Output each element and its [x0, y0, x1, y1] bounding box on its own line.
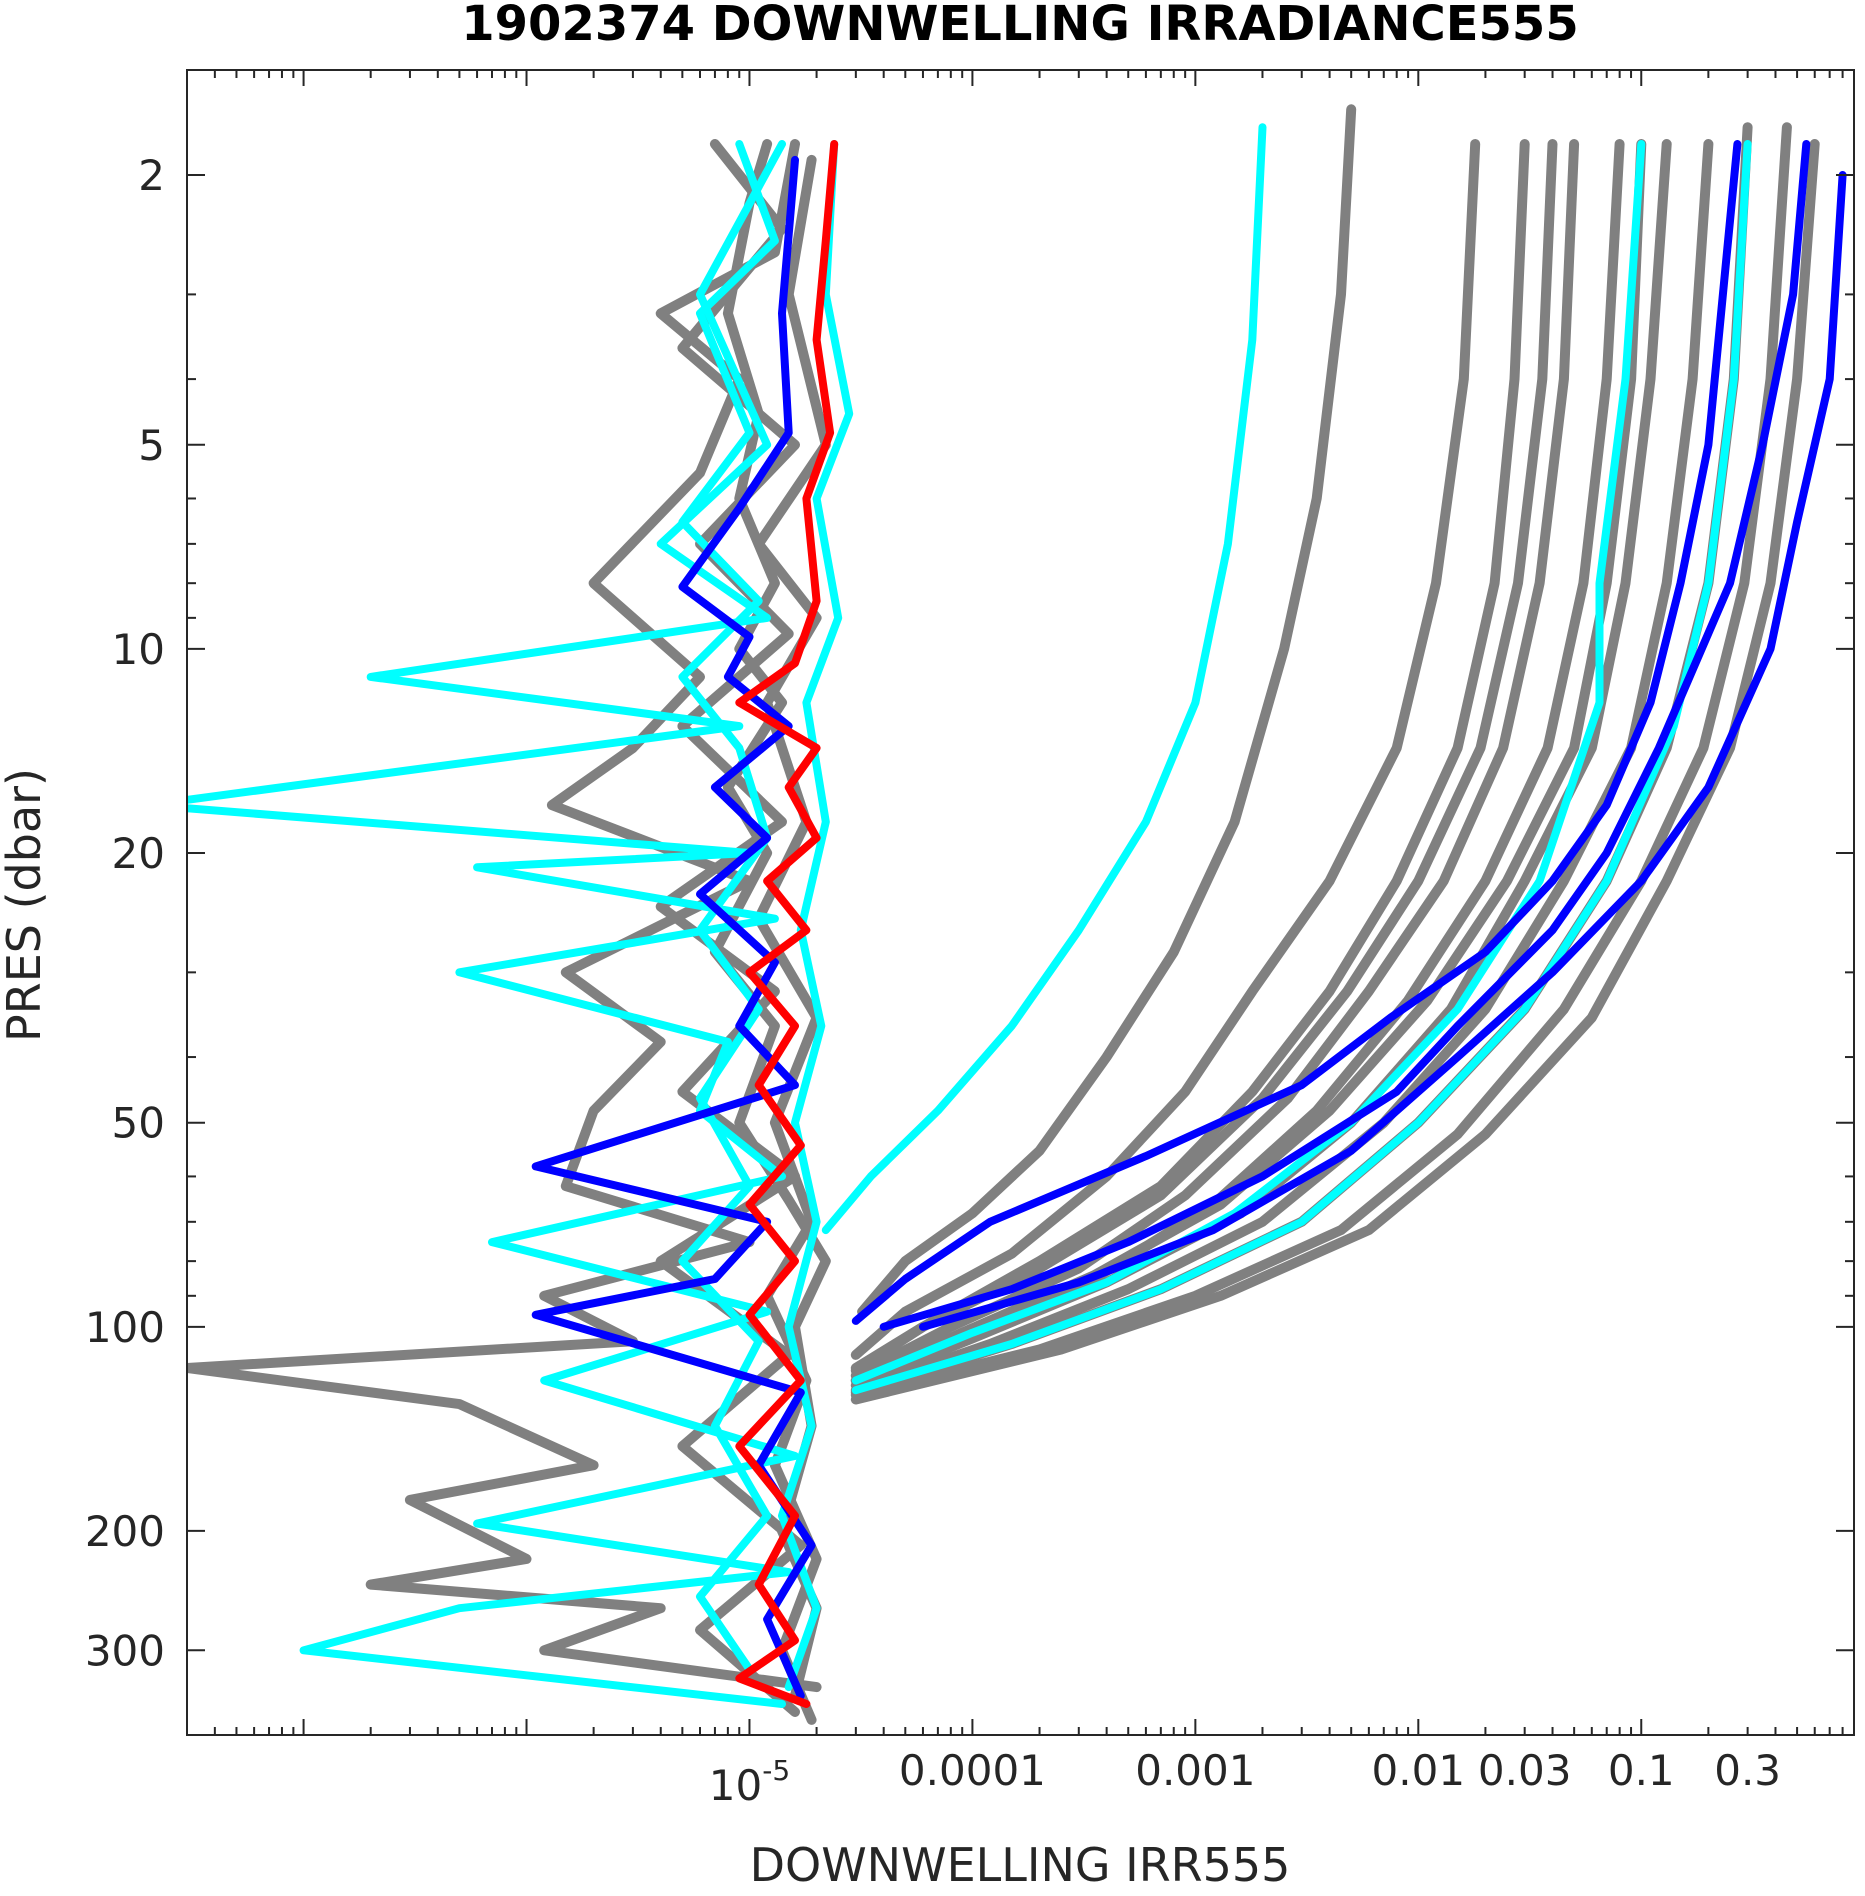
profile-line-historical-12	[850, 122, 1792, 1400]
series-layer	[187, 104, 1847, 1725]
profile-line-recent-21	[851, 140, 1752, 1395]
y-axis-label: PRES (dbar)	[0, 768, 51, 1042]
y-tick-label: 2	[138, 151, 165, 200]
x-tick-label: 0.1	[1608, 1746, 1675, 1795]
x-tick-label: 0.0001	[899, 1746, 1046, 1795]
profile-line-historical-15	[850, 139, 1558, 1376]
plot-frame	[186, 69, 1855, 1736]
x-tick-label: 0.3	[1714, 1746, 1781, 1795]
profile-line-previous-24	[879, 140, 1811, 1331]
axis-ticks	[186, 70, 1855, 1736]
profile-line-recent-19	[821, 123, 1267, 1235]
y-tick-label: 20	[112, 829, 165, 878]
x-tick-label: 0.03	[1478, 1746, 1572, 1795]
profile-line-recent-17	[778, 140, 854, 1692]
y-tick-label: 5	[138, 421, 165, 470]
x-tick-label: 10-5	[709, 1754, 790, 1810]
profile-line-latest-26	[735, 140, 839, 1708]
x-tick-label: 0.01	[1372, 1746, 1466, 1795]
profile-line-previous-22	[531, 155, 816, 1700]
y-tick-label: 100	[85, 1303, 165, 1352]
profile-line-recent-20	[851, 140, 1646, 1385]
x-axis-label: DOWNWELLING IRR555	[750, 1838, 1291, 1892]
x-tick-label: 0.001	[1135, 1746, 1255, 1795]
y-tick-label: 50	[112, 1099, 165, 1148]
profile-line-recent-16	[187, 140, 799, 1708]
profile-line-recent-18	[678, 140, 779, 1674]
x-tick-labels: 10-5 0.0001 0.001 0.01 0.03 0.1 0.3	[709, 1746, 1781, 1810]
x-tick-label-base: 10	[709, 1761, 762, 1810]
profile-line-historical-7	[850, 139, 1580, 1381]
chart-title: 1902374 DOWNWELLING IRRADIANCE555	[461, 0, 1578, 52]
profile-line-previous-23	[851, 140, 1742, 1325]
profile-line-historical-10	[850, 139, 1714, 1396]
profile-line-historical-13	[850, 139, 1820, 1405]
y-tick-label: 10	[112, 625, 165, 674]
y-tick-label: 300	[85, 1626, 165, 1675]
profile-line-historical-4	[857, 104, 1357, 1317]
y-tick-label: 200	[85, 1507, 165, 1556]
profile-line-historical-5	[850, 139, 1481, 1360]
y-tick-labels: 2 5 10 20 50 100 200 300	[85, 151, 165, 1675]
x-tick-label-exponent: -5	[762, 1754, 790, 1787]
profile-line-historical-1	[187, 139, 822, 1693]
profile-line-previous-25	[919, 171, 1847, 1331]
